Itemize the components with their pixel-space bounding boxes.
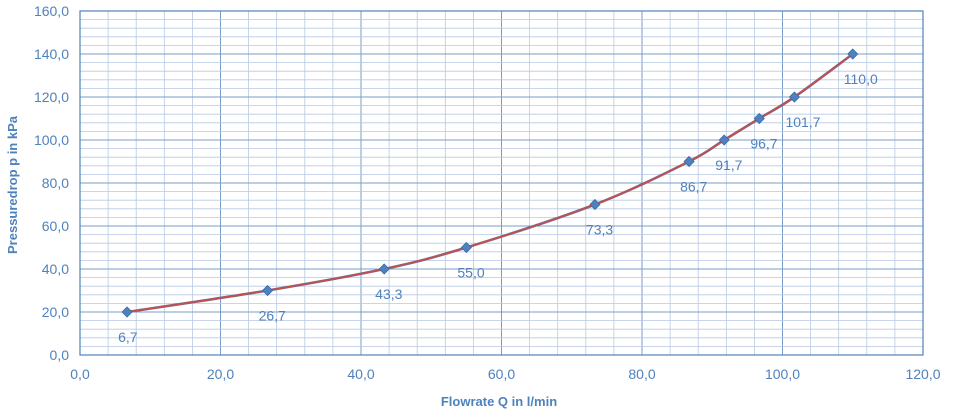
- y-axis-ticks: 0,0 20,0 40,0 60,0 80,0 100,0 120,0 140,0 160,0: [34, 3, 69, 363]
- x-tick-label: 40,0: [347, 366, 374, 382]
- data-label: 73,3: [586, 222, 613, 238]
- x-axis-label: Flowrate Q in l/min: [441, 394, 557, 409]
- data-label: 96,7: [750, 136, 777, 152]
- data-point-marker: [589, 198, 601, 211]
- data-labels: 6,7 26,7 43,3 55,0 73,3 86,7 91,7 96,7 101,7 110,…: [118, 71, 878, 345]
- data-label: 86,7: [680, 179, 707, 195]
- y-tick-label: 100,0: [34, 132, 69, 148]
- x-axis-ticks: 0,0 20,0 40,0 60,0 80,0 100,0 120,0: [70, 366, 940, 382]
- y-tick-label: 60,0: [42, 218, 69, 234]
- series-markers: [121, 48, 859, 318]
- y-axis-label: Pressuredrop p in kPa: [5, 115, 20, 254]
- data-point-marker: [121, 306, 133, 318]
- x-tick-label: 120,0: [905, 366, 940, 382]
- data-point-marker: [378, 263, 390, 275]
- plot-frame: [79, 10, 924, 356]
- data-point-marker: [753, 112, 765, 125]
- data-label: 6,7: [118, 329, 138, 345]
- data-point-marker: [683, 155, 695, 168]
- x-tick-label: 100,0: [765, 366, 800, 382]
- plot-border: [79, 10, 924, 356]
- y-tick-label: 120,0: [34, 89, 69, 105]
- data-point-marker: [788, 91, 801, 103]
- y-tick-label: 140,0: [34, 46, 69, 62]
- data-label: 91,7: [715, 157, 742, 173]
- data-point-marker: [460, 241, 472, 254]
- data-point-marker: [847, 48, 859, 60]
- data-label: 55,0: [457, 265, 484, 281]
- data-point-marker: [262, 284, 274, 297]
- y-tick-label: 160,0: [34, 3, 69, 19]
- data-label: 43,3: [375, 286, 402, 302]
- y-tick-label: 80,0: [42, 175, 69, 191]
- gridlines: [79, 10, 924, 356]
- x-tick-label: 0,0: [70, 366, 90, 382]
- x-tick-label: 80,0: [628, 366, 655, 382]
- y-tick-label: 20,0: [42, 304, 69, 320]
- data-point-marker: [718, 134, 730, 146]
- x-tick-label: 20,0: [207, 366, 234, 382]
- data-label: 110,0: [844, 71, 878, 87]
- x-tick-label: 60,0: [488, 366, 515, 382]
- data-label: 101,7: [785, 114, 820, 130]
- y-tick-label: 0,0: [50, 347, 70, 363]
- y-tick-label: 40,0: [42, 261, 69, 277]
- data-label: 26,7: [259, 308, 286, 324]
